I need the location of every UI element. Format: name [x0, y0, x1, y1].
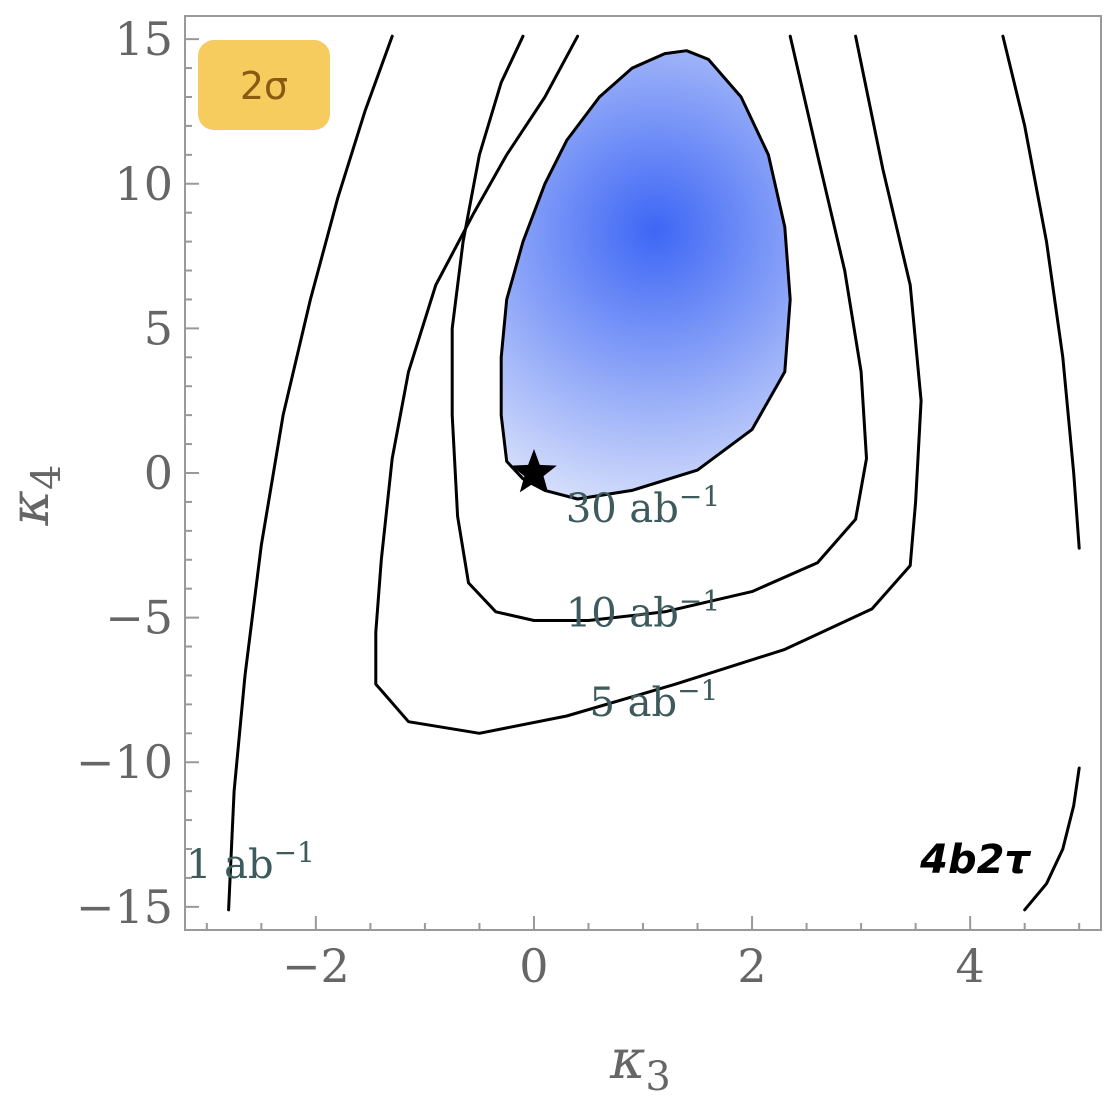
tick-marks [185, 38, 1081, 930]
y-tick-label: −5 [105, 591, 173, 645]
contour-labels: 30 ab−110 ab−15 ab−11 ab−1 [186, 480, 720, 888]
contour-label-exponent: −1 [677, 674, 718, 707]
y-axis-title-base: κ [0, 490, 61, 526]
contour-label: 1 ab−1 [186, 836, 315, 888]
contour-label-base: 1 ab [186, 842, 274, 888]
contour-label-exponent: −1 [679, 480, 720, 513]
y-tick-label: 0 [144, 446, 173, 500]
filled-region-layer [501, 50, 791, 499]
channel-label: 4b2τ [919, 837, 1031, 883]
badge-label: 2σ [240, 64, 288, 108]
contour-label: 10 ab−1 [566, 584, 720, 636]
contour-label-base: 5 ab [589, 680, 677, 726]
contour-label: 30 ab−1 [566, 480, 720, 532]
sm-star-marker [511, 449, 557, 493]
contour-line [1001, 34, 1081, 550]
contour-line [374, 34, 923, 735]
x-tick-label: 0 [519, 939, 548, 993]
y-tick-label: 15 [114, 12, 173, 66]
x-axis-title: κ3 [609, 1028, 671, 1098]
significance-badge: 2σ [198, 40, 330, 130]
contour-line [1023, 766, 1081, 912]
badge-background [198, 40, 330, 130]
y-tick-label: −10 [76, 735, 173, 789]
y-tick-label: −15 [76, 880, 173, 934]
x-axis-title-base: κ [609, 1028, 645, 1091]
y-tick-label: 5 [144, 301, 173, 355]
contour-label-base: 30 ab [566, 486, 679, 532]
x-tick-label: 2 [737, 939, 766, 993]
contour-label-exponent: −1 [679, 584, 720, 617]
contour-line [499, 49, 792, 501]
x-tick-label: −2 [282, 939, 350, 993]
contour-line [450, 34, 868, 622]
contour-label-exponent: −1 [274, 836, 315, 869]
x-tick-label: 4 [956, 939, 985, 993]
y-tick-label: 10 [114, 157, 173, 211]
contour-label: 5 ab−1 [589, 674, 718, 726]
x-axis-title-subscript: 3 [645, 1054, 670, 1098]
contour-lines [227, 34, 1081, 912]
filled-region [501, 50, 791, 499]
tick-labels: −2 0 2 4 −15 −10 −5 0 5 10 15 [76, 12, 985, 993]
y-axis-title-subscript: 4 [24, 465, 70, 490]
contour-label-base: 10 ab [566, 590, 679, 636]
sm-point-layer [511, 449, 557, 493]
contour-line [227, 34, 394, 912]
y-axis-title: κ4 [0, 465, 70, 527]
